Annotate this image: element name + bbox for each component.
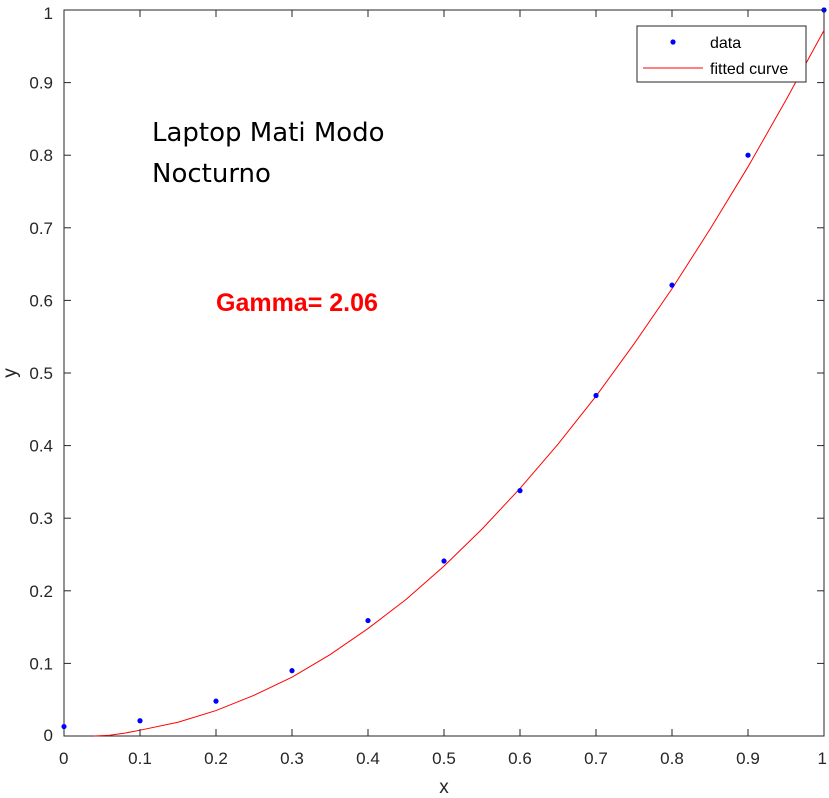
annotation-title-line-1: Laptop Mati Modo <box>152 118 385 148</box>
x-tick-label: 0.3 <box>280 749 304 768</box>
annotation-gamma: Gamma= 2.06 <box>216 289 378 317</box>
data-points-layer <box>61 7 827 730</box>
data-point <box>593 392 599 399</box>
legend-box <box>636 25 807 83</box>
x-axis-label: x <box>439 777 449 798</box>
data-point <box>289 668 295 674</box>
x-axis-ticks: 0 0.1 0.2 0.3 0.4 0.5 0.6 0.7 0.8 0.9 1 <box>59 10 827 768</box>
y-tick-label: 0.7 <box>29 219 53 238</box>
fitted-curve-line <box>94 30 825 737</box>
y-tick-label: 0.1 <box>29 654 53 673</box>
x-tick-label: 0.1 <box>128 749 152 768</box>
x-tick-label: 0.2 <box>204 749 228 768</box>
data-point <box>61 723 67 730</box>
data-point <box>745 152 751 158</box>
x-tick-label: 0.4 <box>356 749 380 768</box>
data-point <box>365 617 371 624</box>
data-point <box>137 718 143 724</box>
y-axis-label: y <box>0 368 21 378</box>
y-tick-label: 1 <box>44 4 53 23</box>
x-tick-label: 0.7 <box>584 749 608 768</box>
data-point <box>441 558 447 564</box>
x-tick-label: 0.5 <box>432 749 456 768</box>
x-tick-label: 1 <box>818 749 827 768</box>
x-tick-label: 0 <box>59 749 68 768</box>
legend-fit-label: fitted curve <box>710 61 788 78</box>
fitted-curve-layer <box>94 30 825 737</box>
legend-data-marker <box>670 39 676 45</box>
data-point <box>517 488 523 494</box>
y-tick-label: 0.9 <box>29 74 53 93</box>
data-point <box>669 282 675 288</box>
y-tick-label: 0.8 <box>29 146 53 165</box>
y-tick-label: 0 <box>44 726 53 745</box>
annotation-title: Laptop Mati Modo Nocturno <box>152 118 385 189</box>
y-tick-label: 0.3 <box>29 509 53 528</box>
x-tick-label: 0.8 <box>660 749 684 768</box>
x-tick-label: 0.6 <box>508 749 532 768</box>
y-tick-label: 0.4 <box>29 437 53 456</box>
legend: data fitted curve <box>636 25 807 83</box>
y-tick-label: 0.2 <box>29 582 53 601</box>
x-tick-label: 0.9 <box>736 749 760 768</box>
axes-box <box>63 9 825 737</box>
annotation-title-line-2: Nocturno <box>152 159 271 189</box>
legend-data-label: data <box>710 35 741 52</box>
y-axis-ticks: 0 0.1 0.2 0.3 0.4 0.5 0.6 0.7 0.8 0.9 1 <box>29 4 824 745</box>
plot-area: 0 0.1 0.2 0.3 0.4 0.5 0.6 0.7 0.8 0.9 1 0 0.1 0.2 0.3… <box>29 4 827 768</box>
data-point <box>213 698 219 704</box>
y-tick-label: 0.5 <box>29 364 53 383</box>
y-tick-label: 0.6 <box>29 291 53 310</box>
